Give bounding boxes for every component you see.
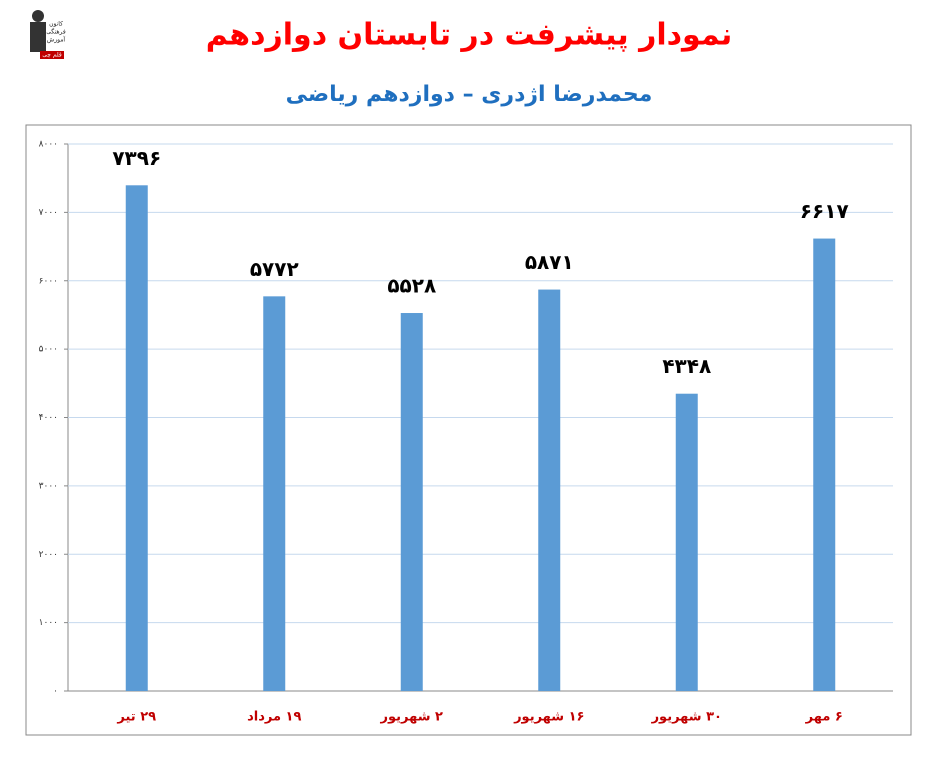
logo-text: فرهنگی bbox=[46, 28, 66, 36]
bar bbox=[125, 185, 148, 691]
value-label: ۷۳۹۶ bbox=[112, 146, 161, 170]
y-tick-label: ۵۰۰۰ bbox=[39, 345, 58, 355]
y-tick-label: ۲۰۰۰ bbox=[39, 550, 58, 560]
chart-title: نمودار پیشرفت در تابستان دوازدهم bbox=[206, 18, 732, 53]
bar bbox=[263, 296, 286, 691]
logo-head bbox=[32, 10, 44, 22]
logo-badge bbox=[40, 51, 64, 59]
x-tick-label: ۱۹ مرداد bbox=[247, 710, 301, 725]
value-label: ۵۷۷۲ bbox=[250, 257, 299, 281]
logo-text: قلم چی bbox=[42, 52, 62, 59]
logo-body bbox=[30, 22, 46, 52]
x-tick-label: ۶ مهر bbox=[805, 710, 843, 725]
y-tick-label: ۱۰۰۰ bbox=[39, 618, 58, 628]
y-tick-label: ۰ bbox=[53, 687, 58, 697]
y-tick-label: ۳۰۰۰ bbox=[39, 481, 58, 491]
logo-text: کانون bbox=[49, 21, 63, 28]
bar bbox=[400, 313, 423, 691]
y-tick-label: ۴۰۰۰ bbox=[39, 413, 58, 423]
value-label: ۵۵۲۸ bbox=[387, 274, 436, 298]
bar bbox=[675, 393, 698, 691]
y-tick-label: ۷۰۰۰ bbox=[39, 208, 58, 218]
x-tick-label: ۱۶ شهریور bbox=[513, 710, 584, 725]
chart-subtitle: محمدرضا اژدری – دوازدهم ریاضی bbox=[286, 82, 653, 107]
logo-text: آموزش bbox=[47, 35, 66, 44]
bar bbox=[813, 238, 836, 691]
y-tick-label: ۶۰۰۰ bbox=[39, 276, 58, 286]
chart-frame bbox=[25, 124, 912, 736]
x-tick-label: ۳۰ شهریور bbox=[651, 710, 722, 725]
value-label: ۴۳۴۸ bbox=[662, 354, 711, 378]
x-tick-label: ۲ شهریور bbox=[380, 710, 444, 725]
value-label: ۶۶۱۷ bbox=[800, 199, 849, 223]
x-tick-label: ۲۹ تیر bbox=[116, 710, 156, 725]
value-label: ۵۸۷۱ bbox=[525, 250, 574, 274]
logo: کانون فرهنگی آموزش قلم چی bbox=[30, 10, 66, 59]
bar bbox=[538, 289, 561, 691]
y-tick-label: ۸۰۰۰ bbox=[39, 140, 58, 150]
